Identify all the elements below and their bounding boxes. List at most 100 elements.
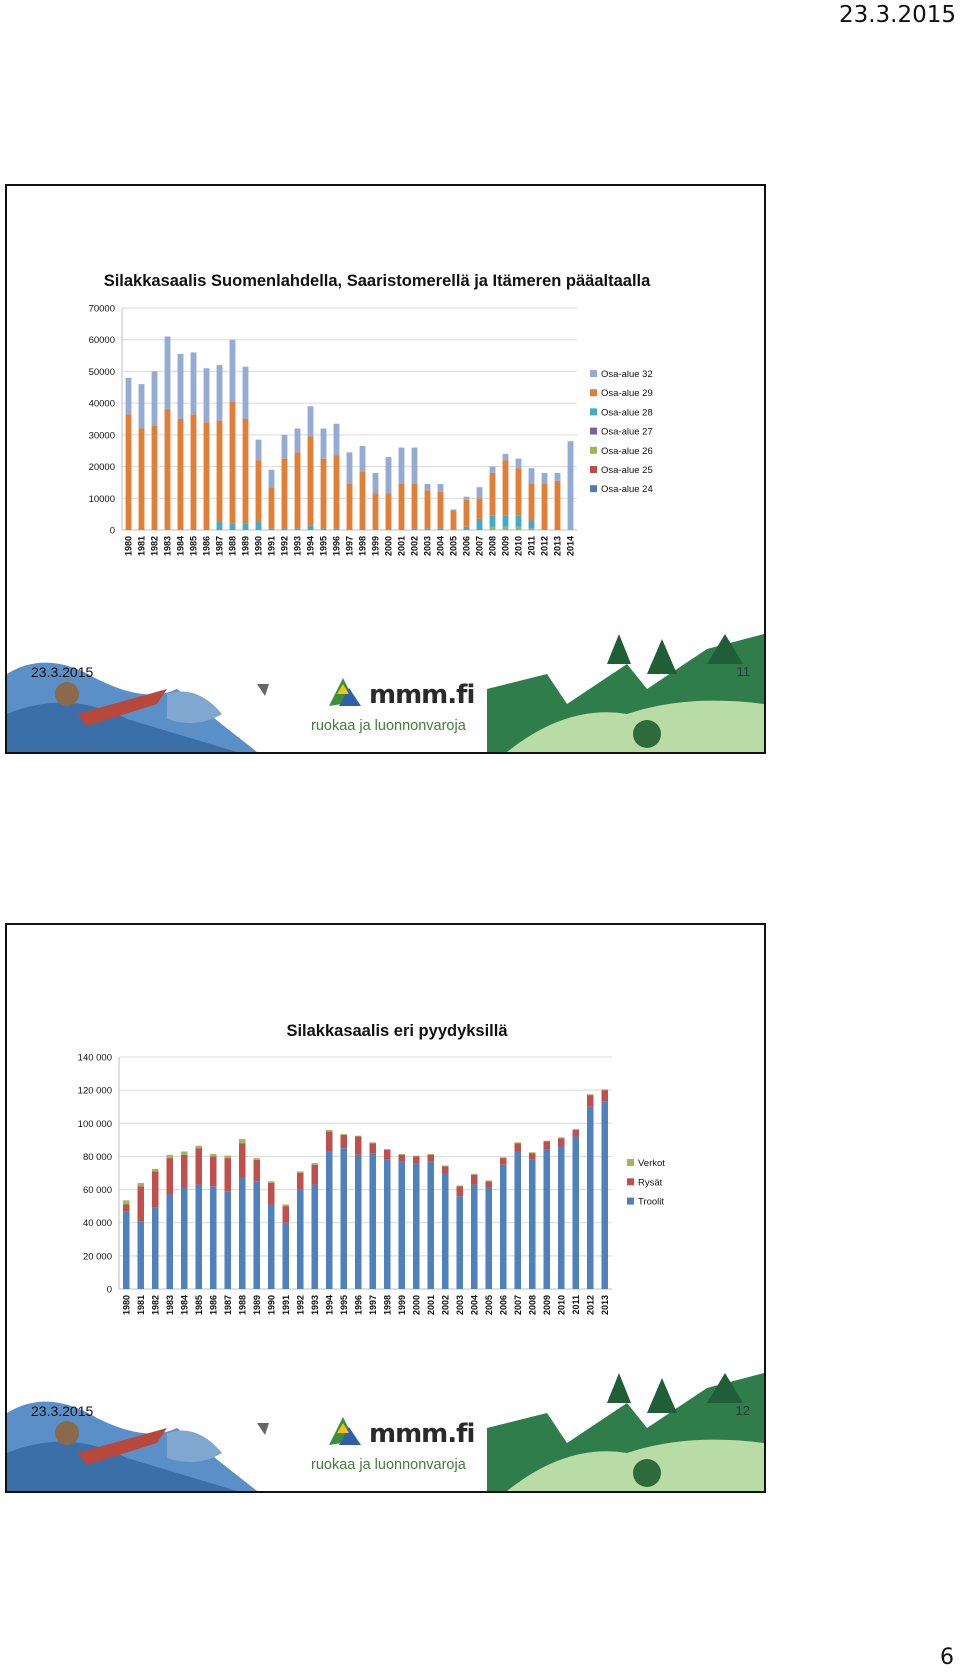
bar-segment bbox=[216, 420, 223, 523]
bar-segment bbox=[122, 1200, 130, 1205]
bar-segment bbox=[369, 1153, 377, 1289]
legend-swatch bbox=[590, 446, 597, 454]
x-tick-label: 1989 bbox=[252, 1295, 262, 1315]
x-tick-label: 2011 bbox=[571, 1295, 581, 1315]
bar-segment bbox=[470, 1184, 478, 1289]
bar-segment bbox=[311, 1184, 319, 1289]
bar-segment bbox=[586, 1095, 594, 1107]
bar-segment bbox=[463, 496, 470, 500]
bar-segment bbox=[586, 1106, 594, 1289]
bar-segment bbox=[398, 447, 405, 485]
bar-segment bbox=[320, 458, 327, 529]
bar-segment bbox=[572, 1136, 580, 1289]
bar-segment bbox=[359, 445, 366, 472]
x-tick-label: 1980 bbox=[124, 536, 134, 556]
mmm-logo: mmm.fi ruokaa ja luonnonvaroja bbox=[311, 672, 475, 742]
bar-segment bbox=[502, 460, 509, 516]
bar-segment bbox=[255, 522, 262, 530]
bar-segment bbox=[267, 1182, 275, 1205]
bar-segment bbox=[601, 1089, 609, 1091]
x-tick-label: 1994 bbox=[306, 536, 316, 556]
bar-segment bbox=[229, 523, 236, 530]
bar-segment bbox=[282, 1204, 290, 1207]
x-tick-label: 2001 bbox=[426, 1295, 436, 1315]
x-tick-label: 1989 bbox=[241, 536, 251, 556]
bar-segment bbox=[383, 1149, 391, 1160]
bar-segment bbox=[383, 1159, 391, 1289]
bar-segment bbox=[281, 528, 288, 530]
x-tick-label: 2003 bbox=[423, 536, 433, 556]
bar-segment bbox=[543, 1140, 551, 1142]
x-tick-label: 2000 bbox=[384, 536, 394, 556]
bar-segment bbox=[282, 1206, 290, 1223]
bar-segment bbox=[476, 487, 483, 499]
bar-segment bbox=[489, 526, 496, 530]
y-tick-label: 60000 bbox=[89, 335, 115, 346]
bar-segment bbox=[557, 1146, 565, 1289]
bar-segment bbox=[268, 487, 275, 529]
bar-segment bbox=[557, 1137, 565, 1139]
bar-segment bbox=[224, 1191, 232, 1289]
slide-12: Silakkasaalis eri pyydyksillä 0 20 000 40 … bbox=[5, 923, 766, 1493]
legend-swatch bbox=[590, 427, 597, 435]
bar-segment bbox=[515, 458, 522, 469]
bar-segment bbox=[385, 457, 392, 494]
bar-segment bbox=[515, 515, 522, 527]
logo-tagline: ruokaa ja luonnonvaroja bbox=[311, 718, 466, 734]
slide-11: Silakkasaalis Suomenlahdella, Saaristome… bbox=[5, 184, 766, 754]
bar-segment bbox=[255, 439, 262, 461]
bar-segment bbox=[541, 484, 548, 530]
bar-segment bbox=[424, 490, 431, 529]
slide-footer: 23.3.2015 12 mmm.fi ruokaa ja luonnonvar… bbox=[7, 1373, 764, 1491]
bar-segment bbox=[554, 480, 561, 530]
bar-segment bbox=[456, 1185, 464, 1187]
x-tick-label: 1999 bbox=[397, 1295, 407, 1315]
bar-segment bbox=[229, 339, 236, 402]
x-tick-label: 2000 bbox=[411, 1295, 421, 1315]
bar-segment bbox=[489, 472, 496, 516]
x-tick-label: 2014 bbox=[566, 536, 576, 556]
bar-segment bbox=[307, 406, 314, 437]
x-tick-label: 1985 bbox=[189, 536, 199, 556]
bar-segment bbox=[138, 384, 145, 429]
bar-segment bbox=[383, 1148, 391, 1150]
bar-segment bbox=[340, 1134, 348, 1149]
bar-segment bbox=[470, 1173, 478, 1175]
bar-segment bbox=[294, 452, 301, 529]
bar-segment bbox=[485, 1181, 493, 1188]
legend-swatch bbox=[590, 389, 597, 397]
x-tick-label: 1998 bbox=[358, 536, 368, 556]
logo-text: mmm.fi bbox=[369, 1419, 475, 1449]
bar-segment bbox=[177, 353, 184, 419]
bar-segment bbox=[137, 1186, 145, 1222]
legend-label: Osa-alue 28 bbox=[601, 407, 653, 418]
bar-segment bbox=[470, 1174, 478, 1185]
legend-label: Osa-alue 25 bbox=[601, 465, 653, 476]
x-tick-label: 2006 bbox=[462, 536, 472, 556]
bar-segment bbox=[333, 455, 340, 529]
bar-segment bbox=[325, 1131, 333, 1152]
legend-swatch bbox=[590, 466, 597, 473]
bar-segment bbox=[528, 1152, 536, 1154]
bar-segment bbox=[242, 419, 249, 524]
bar-segment bbox=[166, 1158, 174, 1195]
x-tick-label: 1998 bbox=[382, 1295, 392, 1315]
logo-text: mmm.fi bbox=[369, 680, 475, 710]
x-tick-label: 1982 bbox=[150, 536, 160, 556]
bar-segment bbox=[195, 1145, 203, 1149]
bar-segment bbox=[514, 1143, 522, 1152]
bar-segment bbox=[463, 526, 470, 530]
bar-segment bbox=[346, 452, 353, 485]
bar-segment bbox=[572, 1129, 580, 1137]
bar-segment bbox=[485, 1187, 493, 1289]
x-tick-label: 1987 bbox=[215, 536, 225, 556]
bar-segment bbox=[528, 1159, 536, 1289]
bar-segment bbox=[441, 1166, 449, 1173]
y-tick-label: 40 000 bbox=[83, 1218, 112, 1229]
bar-segment bbox=[359, 471, 366, 530]
x-tick-label: 1996 bbox=[353, 1295, 363, 1315]
bar-segment bbox=[424, 484, 431, 491]
x-tick-label: 2008 bbox=[527, 1295, 537, 1315]
y-tick-label: 140 000 bbox=[78, 1053, 112, 1064]
bar-segment bbox=[125, 377, 132, 415]
